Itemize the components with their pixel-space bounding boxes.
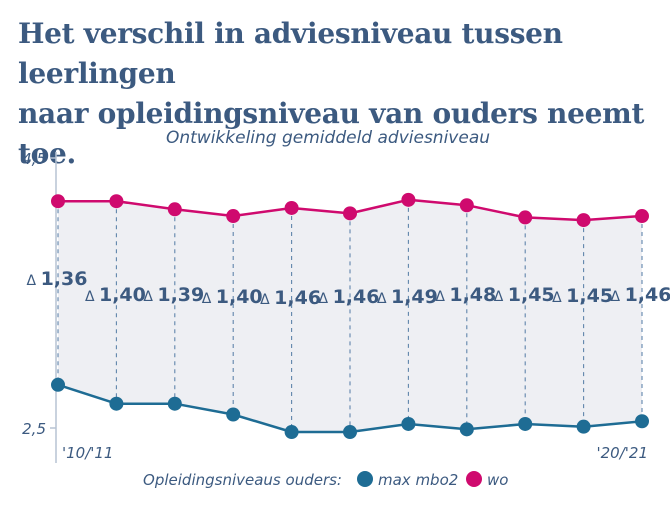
headline-line-2: naar opleidingsniveau van ouders neemt t… [18, 97, 645, 170]
data-point-wo [167, 202, 182, 217]
legend: Opleidingsniveaus ouders: max mbo2 wo [143, 471, 508, 489]
x-tick-label: '10/'11 [62, 444, 113, 462]
data-point-wo [401, 192, 416, 207]
y-tick-label: 2,5 [22, 420, 46, 438]
data-point-mbo2 [635, 414, 649, 429]
difference-label: Δ 1,46 [319, 286, 380, 308]
x-tick-label: '20/'21 [597, 444, 648, 462]
difference-label: Δ 1,39 [143, 284, 204, 306]
data-point-wo [459, 198, 474, 213]
data-point-mbo2 [343, 425, 357, 440]
legend-title: Opleidingsniveaus ouders: [143, 471, 342, 489]
difference-label: Δ 1,40 [202, 286, 263, 308]
legend-marker-mbo2 [357, 471, 373, 487]
data-point-wo [51, 194, 65, 209]
difference-label: Δ 1,45 [552, 285, 613, 307]
data-point-mbo2 [109, 396, 124, 411]
data-point-wo [109, 194, 124, 209]
difference-label: Δ 1,46 [260, 287, 321, 309]
data-point-wo [635, 209, 649, 224]
headline-line-1: Het verschil in adviesniveau tussen leer… [18, 17, 563, 90]
data-point-mbo2 [518, 416, 533, 431]
difference-label: Δ 1,49 [377, 286, 438, 308]
data-point-wo [518, 210, 533, 225]
data-point-mbo2 [576, 419, 591, 434]
data-point-mbo2 [226, 407, 241, 422]
difference-band [58, 199, 642, 432]
difference-label: Δ 1,48 [435, 284, 496, 306]
data-point-wo [343, 206, 357, 221]
data-point-wo [226, 209, 241, 224]
data-point-mbo2 [284, 425, 299, 440]
legend-label-mbo2: max mbo2 [378, 471, 458, 489]
data-point-wo [576, 213, 591, 228]
legend-marker-wo [466, 471, 482, 487]
y-tick-label: 4,5 [22, 150, 46, 168]
plot-area: 4,52,5'10/'11'20/'21Δ 1,36Δ 1,40Δ 1,39Δ … [22, 150, 670, 463]
data-point-mbo2 [51, 377, 65, 392]
data-point-mbo2 [167, 396, 182, 411]
data-point-mbo2 [401, 416, 416, 431]
difference-label: Δ 1,40 [85, 284, 146, 306]
legend-label-wo: wo [487, 471, 508, 489]
data-point-mbo2 [459, 422, 474, 437]
data-point-wo [284, 200, 299, 215]
difference-label: Δ 1,36 [27, 268, 88, 290]
chart-headline: Het verschil in adviesniveau tussen leer… [18, 14, 658, 174]
chart-title: Ontwikkeling gemiddeld adviesniveau [166, 128, 490, 148]
difference-label: Δ 1,45 [494, 284, 555, 306]
difference-label: Δ 1,46 [611, 284, 670, 306]
